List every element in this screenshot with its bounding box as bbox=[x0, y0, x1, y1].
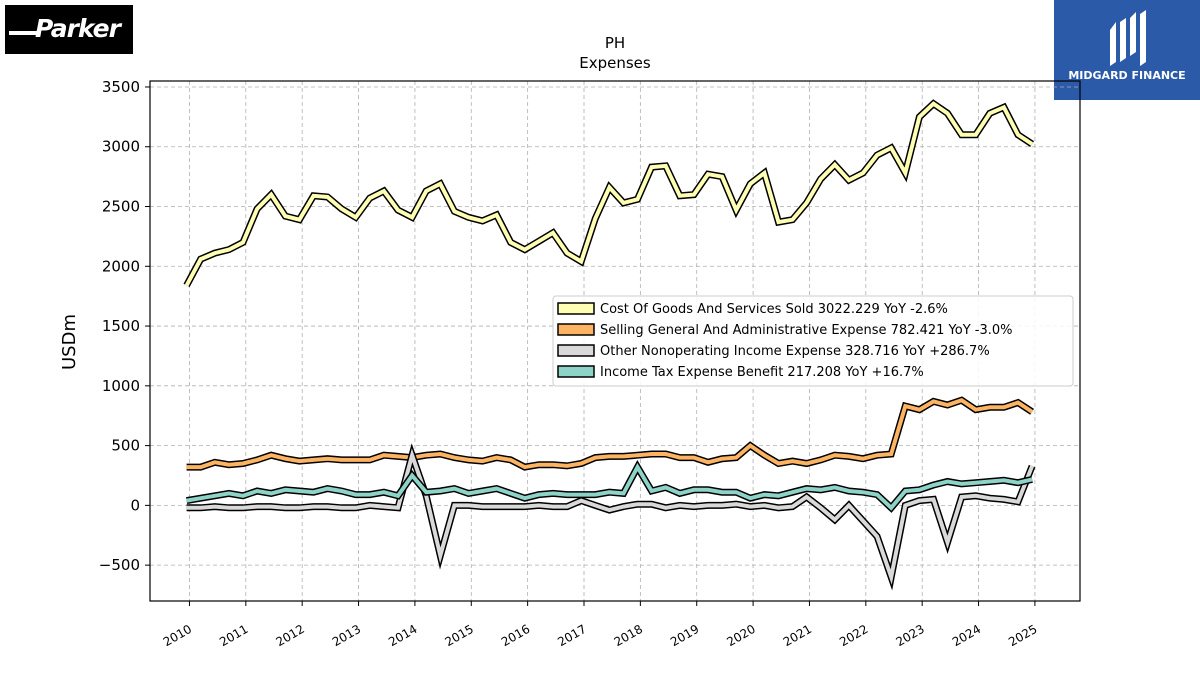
series-line-cost-of-goods-and-services-sold bbox=[184, 101, 1034, 287]
y-axis-label: USDm bbox=[59, 314, 80, 370]
legend-entry: Selling General And Administrative Expen… bbox=[600, 323, 1013, 338]
y-tick-label: 0 bbox=[130, 496, 140, 514]
parker-logo-text: Parker bbox=[35, 14, 121, 43]
series-line-income-tax-expense-benefit bbox=[186, 463, 1033, 511]
chart-title: PH bbox=[605, 34, 625, 52]
x-tick-label: 2019 bbox=[668, 622, 701, 649]
x-tick-label: 2013 bbox=[330, 622, 363, 649]
series-line-selling-general-and-administrative-expense bbox=[186, 397, 1034, 470]
series-layer bbox=[183, 99, 1036, 591]
x-tick-label: 2017 bbox=[555, 622, 588, 649]
y-tick-label: 2000 bbox=[102, 257, 140, 275]
plot-frame bbox=[149, 80, 1081, 602]
series-line-other-nonoperating-income-expense bbox=[186, 448, 1034, 585]
x-tick-label: 2024 bbox=[950, 622, 983, 649]
legend: Cost Of Goods And Services Sold 3022.229… bbox=[552, 295, 1074, 387]
legend-entry: Other Nonoperating Income Expense 328.71… bbox=[600, 344, 990, 359]
y-tick-label: −500 bbox=[99, 556, 140, 574]
x-tick-label: 2010 bbox=[161, 622, 194, 649]
x-tick-label: 2023 bbox=[893, 622, 926, 649]
legend-entry: Cost Of Goods And Services Sold 3022.229… bbox=[600, 302, 948, 317]
series-outline-other-nonoperating-income-expense bbox=[186, 443, 1036, 591]
y-tick-label: 1500 bbox=[102, 317, 140, 335]
midgard-logo-mark-icon bbox=[1110, 10, 1146, 66]
chart-subtitle: Expenses bbox=[579, 54, 651, 72]
x-tick-label: 2021 bbox=[781, 622, 814, 649]
x-tick-label: 2020 bbox=[724, 622, 757, 649]
midgard-finance-logo: MIDGARD FINANCE bbox=[1054, 0, 1200, 100]
y-tick-label: 2500 bbox=[102, 198, 140, 216]
series-outline-income-tax-expense-benefit bbox=[186, 459, 1033, 513]
x-tick-label: 2018 bbox=[612, 622, 645, 649]
legend-swatch bbox=[557, 302, 595, 315]
legend-swatch bbox=[557, 344, 595, 357]
legend-swatch bbox=[557, 365, 595, 378]
legend-swatch bbox=[557, 323, 595, 336]
x-tick-label: 2015 bbox=[443, 622, 476, 649]
y-tick-label: 3000 bbox=[102, 138, 140, 156]
legend-entry: Income Tax Expense Benefit 217.208 YoY +… bbox=[600, 365, 924, 380]
parker-logo-bar bbox=[9, 31, 39, 35]
x-tick-label: 2014 bbox=[386, 622, 419, 649]
x-tick-label: 2025 bbox=[1006, 622, 1039, 649]
x-tick-label: 2012 bbox=[273, 622, 306, 649]
y-tick-label: 500 bbox=[111, 437, 140, 455]
x-tick-label: 2011 bbox=[217, 622, 250, 649]
y-tick-label: 1000 bbox=[102, 377, 140, 395]
parker-logo: Parker bbox=[5, 5, 133, 54]
x-tick-label: 2022 bbox=[837, 622, 870, 649]
x-tick-label: 2016 bbox=[499, 622, 532, 649]
legend-box bbox=[552, 295, 1074, 387]
midgard-logo-text: MIDGARD FINANCE bbox=[1068, 69, 1186, 82]
y-tick-label: 3500 bbox=[102, 78, 140, 96]
